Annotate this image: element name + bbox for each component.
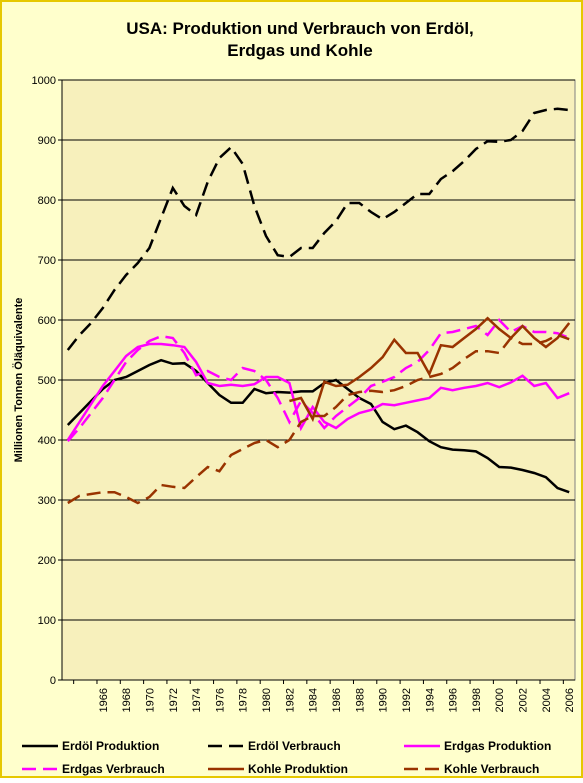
legend-label: Kohle Verbrauch [444,762,539,776]
x-tick-label: 1968 [121,688,133,712]
legend-label: Erdöl Verbrauch [248,739,341,753]
x-tick-label: 2006 [564,688,576,712]
legend-label: Kohle Produktion [248,762,348,776]
x-tick-label: 1984 [308,688,320,712]
chart-title: USA: Produktion und Verbrauch von Erdöl, [126,19,474,38]
y-tick-label: 600 [38,315,56,327]
x-tick-label: 1996 [448,688,460,712]
x-tick-label: 1972 [168,688,180,712]
x-tick-label: 1994 [424,688,436,712]
chart-title: Erdgas und Kohle [227,41,372,60]
y-tick-label: 300 [38,495,56,507]
series-line [66,318,570,443]
x-tick-label: 1988 [354,688,366,712]
series-line [66,358,570,494]
y-axis-label: Millionen Tonnen Öläquivalente [12,298,25,463]
x-tick-label: 1990 [378,688,390,712]
x-tick-label: 1974 [191,688,203,712]
x-tick-label: 1970 [144,688,156,712]
series-line [66,342,570,441]
legend-label: Erdgas Produktion [444,739,551,753]
series-line [66,107,570,351]
y-tick-label: 1000 [32,75,56,87]
series-line [67,333,570,505]
y-tick-label: 800 [38,195,56,207]
x-tick-label: 1978 [238,688,250,712]
x-tick-label: 2002 [518,688,530,712]
y-tick-label: 100 [38,615,56,627]
x-tick-label: 2004 [541,688,553,712]
x-tick-label: 1980 [261,688,273,712]
x-tick-label: 1992 [401,688,413,712]
y-tick-label: 200 [38,555,56,567]
x-tick-label: 1976 [214,688,226,712]
y-tick-label: 700 [38,255,56,267]
y-tick-label: 500 [38,375,56,387]
x-tick-label: 1986 [331,688,343,712]
series-line [289,316,571,423]
x-tick-label: 2000 [494,688,506,712]
y-tick-label: 0 [50,675,56,687]
legend-label: Erdgas Verbrauch [62,762,165,776]
x-tick-label: 1982 [284,688,296,712]
y-tick-label: 400 [38,435,56,447]
x-tick-label: 1998 [471,688,483,712]
y-tick-label: 900 [38,135,56,147]
x-tick-label: 1966 [98,688,110,712]
legend-label: Erdöl Produktion [62,739,159,753]
